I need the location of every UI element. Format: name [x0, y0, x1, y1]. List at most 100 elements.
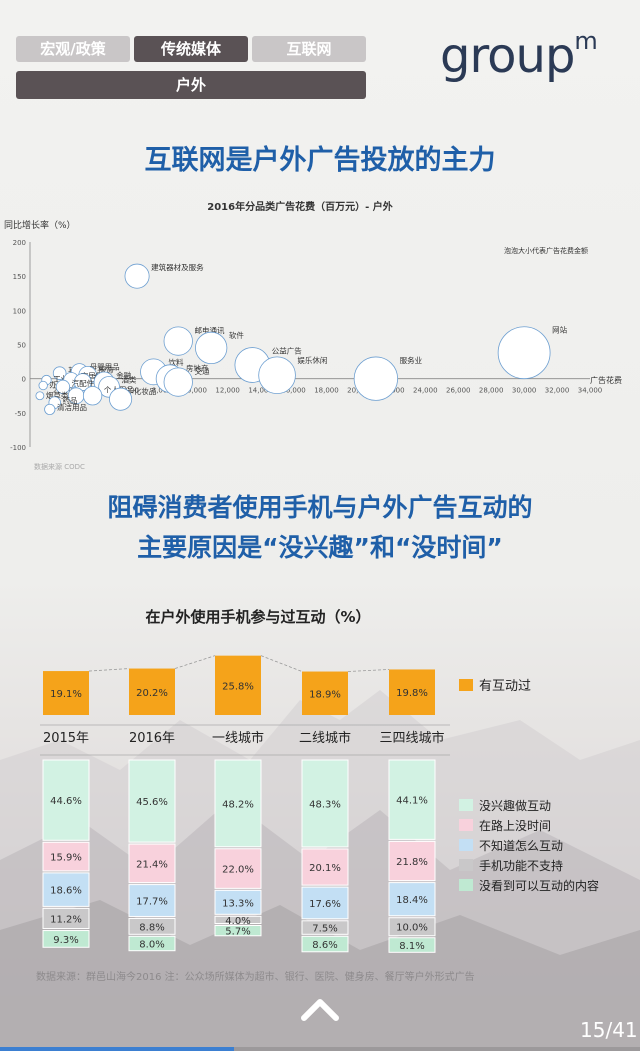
reason-bar-segment — [388, 759, 436, 840]
subtab-outdoor[interactable]: 户外 — [16, 71, 366, 99]
reason-value-label: 8.0% — [139, 940, 164, 951]
reason-bar-segment — [128, 759, 176, 843]
progress-track — [0, 1047, 640, 1051]
bubble-x-tick: 12,000 — [215, 387, 240, 395]
page-indicator: 15/41 — [580, 1018, 638, 1042]
interacted-value-label: 20.2% — [136, 688, 168, 699]
bubble-label: 药品 — [63, 395, 78, 405]
category-label: 二线城市 — [299, 730, 351, 746]
bubble-x-tick: 28,000 — [479, 387, 504, 395]
reason-bar-segment — [388, 937, 436, 953]
bubble-source: 数据来源 CODC — [34, 462, 85, 471]
reason-bar-segment — [301, 920, 349, 935]
bubble-label: 软件 — [229, 330, 244, 340]
category-label: 2016年 — [129, 731, 175, 746]
reason-value-label: 18.4% — [396, 895, 428, 906]
up-arrow-icon[interactable] — [300, 994, 340, 1022]
bar-chart-title: 在户外使用手机参与过互动（%） — [145, 608, 370, 626]
reason-value-label: 10.0% — [396, 923, 428, 934]
bubble-y-tick: -100 — [10, 444, 26, 452]
reason-value-label: 7.5% — [312, 924, 337, 935]
legend-swatch-reason — [459, 819, 473, 831]
bubble-point — [35, 391, 45, 401]
bubble-label: 服饰 — [99, 364, 114, 374]
interacted-value-label: 25.8% — [222, 681, 254, 692]
interacted-value-label: 19.1% — [50, 689, 82, 700]
reason-bar-segment — [128, 935, 176, 952]
reason-value-label: 9.3% — [53, 935, 78, 946]
bubble-x-tick: 26,000 — [446, 387, 471, 395]
reason-value-label: 48.2% — [222, 799, 254, 810]
reason-bar-segment — [214, 925, 262, 937]
reason-value-label: 4.0% — [225, 916, 250, 927]
bubble-y-tick: 50 — [17, 342, 26, 350]
bubble-x-tick: 14,000 — [248, 387, 273, 395]
legend-label-reason: 没看到可以互动的内容 — [479, 878, 599, 893]
reason-value-label: 17.6% — [309, 899, 341, 910]
tab-internet[interactable]: 互联网 — [252, 36, 366, 62]
bubble-annotation: 泡泡大小代表广告花费金额 — [504, 246, 588, 255]
bubble-x-tick: 30,000 — [512, 387, 537, 395]
logo-text: group — [440, 28, 575, 84]
interaction-bar-chart: 在户外使用手机参与过互动（%） 19.1% 2015年 20.2% 2016年 25.8… — [40, 608, 599, 953]
reason-bar-segment — [388, 917, 436, 937]
tab-traditional-media[interactable]: 传统媒体 — [134, 36, 248, 62]
bubble-x-tick: 10,000 — [182, 387, 207, 395]
bubble-point — [195, 331, 228, 365]
interacted-bar — [215, 655, 261, 715]
logo-superscript-m: m — [574, 27, 597, 55]
bubble-point — [55, 379, 71, 394]
legend-label-reason: 在路上没时间 — [479, 818, 551, 833]
bubble-point — [163, 326, 193, 356]
reason-bar-segment — [214, 915, 262, 924]
legend-swatch-reason — [459, 839, 473, 851]
bubble-point — [497, 326, 551, 380]
footer-source-note: 数据来源：群邑山海今2016 注：公众场所媒体为超市、银行、医院、健身房、餐厅等… — [36, 972, 475, 983]
reason-value-label: 44.1% — [396, 796, 428, 807]
bubble-label: 酒类 — [121, 374, 136, 384]
reason-value-label: 21.4% — [136, 859, 168, 870]
bubble-y-tick: 150 — [13, 273, 26, 281]
reason-value-label: 8.8% — [139, 922, 164, 933]
bubble-point — [44, 403, 56, 416]
interacted-bar — [129, 668, 175, 715]
legend-label-reason: 不知道怎么互动 — [479, 838, 563, 853]
bubble-label: 化妆品 — [134, 386, 157, 396]
bubble-x-tick: 18,000 — [314, 387, 339, 395]
interacted-value-label: 19.8% — [396, 688, 428, 699]
bubble-point — [38, 380, 48, 391]
reason-bar-segment — [388, 882, 436, 917]
category-label: 一线城市 — [212, 730, 264, 746]
bubble-x-tick: 16,000 — [281, 387, 306, 395]
legend-label-reason: 手机功能不支持 — [479, 858, 563, 873]
bubble-y-tick: 200 — [13, 239, 26, 247]
legend-swatch-reason — [459, 879, 473, 891]
headline-internet-main-force: 互联网是户外广告投放的主力 — [144, 145, 496, 176]
bubble-label: 金融 — [116, 370, 131, 380]
reason-value-label: 20.1% — [309, 863, 341, 874]
bubble-label: 邮电通讯 — [194, 325, 224, 335]
reason-bar-segment — [128, 884, 176, 917]
reason-bar-segment — [301, 886, 349, 920]
reason-bar-segment — [214, 889, 262, 915]
bubble-point — [52, 366, 67, 380]
reason-bar-segment — [42, 759, 90, 841]
bubble-label: 汽配件 — [72, 378, 95, 388]
reason-value-label: 13.3% — [222, 898, 254, 909]
category-label: 三四线城市 — [379, 730, 444, 746]
bubble-point — [109, 387, 133, 411]
bubble-chart-title: 2016年分品类广告花费（百万元）- 户外 — [207, 200, 392, 213]
bubble-y-tick: 100 — [13, 307, 26, 315]
tab-macro-policy[interactable]: 宏观/政策 — [16, 36, 130, 62]
headline-obstacles-line2: 主要原因是“没兴趣”和“没时间” — [137, 533, 503, 562]
bubble-label: 交通 — [194, 366, 209, 376]
legend-swatch-reason — [459, 859, 473, 871]
reason-value-label: 48.3% — [309, 799, 341, 810]
reason-value-label: 45.6% — [136, 797, 168, 808]
bubble-label: 娱乐休闲 — [297, 355, 327, 365]
bubble-point — [258, 356, 296, 395]
bubble-x-tick: 8,000 — [152, 387, 172, 395]
reason-value-label: 11.2% — [50, 914, 82, 925]
reason-bar-segment — [128, 843, 176, 884]
reason-value-label: 15.9% — [50, 853, 82, 864]
